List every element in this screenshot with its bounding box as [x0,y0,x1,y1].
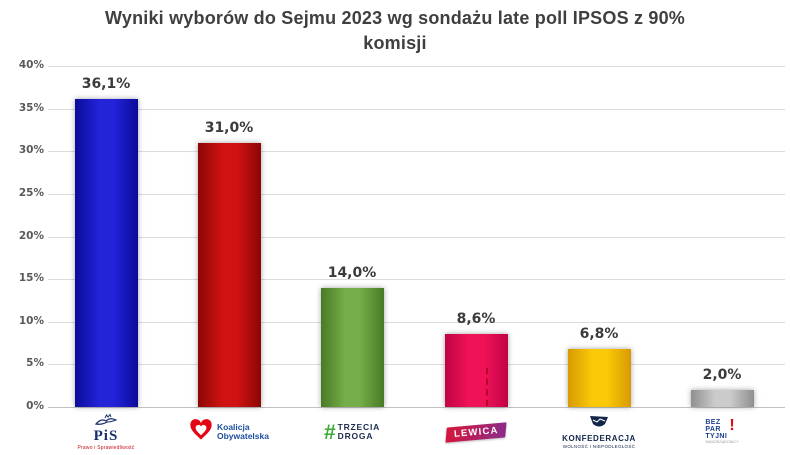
x-axis-logo-ko: Koalicja Obywatelska [169,410,289,454]
x-axis-logo-lewica: LEWICA [416,410,536,454]
bar-value-label-Trzecia Droga: 14,0% [327,265,377,281]
td-logo-text-line2: DROGA [337,431,374,441]
bez-logo-line1: BEZ [705,418,721,426]
konfederacja-eagle-icon [588,415,610,433]
lewica-logo-text: LEWICA [453,424,499,440]
bar-value-label-PiS: 36,1% [81,76,131,92]
gridline-35% [48,109,785,110]
gridline-30% [48,151,785,152]
pis-logo-subtext: Prawo i Sprawiedliwość [77,445,135,451]
bez-logo-line3: TYJNI [705,432,728,440]
lewica-banner: LEWICA [445,421,507,443]
hashtag-icon: # [323,420,336,444]
gridline-40% [48,66,785,67]
bar-Bezpartyjni Samorządowcy [690,390,754,407]
y-axis-label-35%: 35% [18,102,44,114]
bar-value-label-Konfederacja: 6,8% [579,326,619,342]
pis-logo-text: PiS [93,428,119,444]
bar-Koalicja Obywatelska [197,143,261,407]
y-axis-label-20%: 20% [18,230,44,242]
x-axis-logo-bezpartyjni: BEZ PAR TYJNI ! SAMORZĄDOWCY [662,410,782,454]
y-axis-label-5%: 5% [26,357,44,369]
y-axis-label-15%: 15% [18,272,44,284]
bez-exclamation-icon: ! [729,416,735,434]
y-axis-label-0%: 0% [26,400,44,412]
x-axis-logo-konfederacja: KONFEDERACJA WOLNOŚĆ I NIEPODLEGŁOŚĆ [539,410,659,454]
konfederacja-logo-subtext: WOLNOŚĆ I NIEPODLEGŁOŚĆ [562,443,636,449]
gridline-5% [48,364,785,365]
y-axis-label-10%: 10% [18,315,44,327]
bez-logo-line2: PAR [705,425,721,433]
x-axis-logo-pis: PiS Prawo i Sprawiedliwość [46,410,166,454]
pis-eagle-icon [93,413,119,430]
ko-heart-icon [189,418,213,446]
chart-title: Wyniki wyborów do Sejmu 2023 wg sondażu … [0,6,790,56]
y-axis-label-25%: 25% [18,187,44,199]
gridline-0% [48,407,785,408]
bar-Lewica [444,334,508,407]
bar-value-label-Koalicja Obywatelska: 31,0% [204,120,254,136]
ko-logo-text-line1: Koalicja [217,422,250,433]
lewica-dashed-artifact-line [486,368,488,406]
bar-value-label-Lewica: 8,6% [456,311,496,327]
gridline-10% [48,322,785,323]
chart-title-line2: komisji [363,33,427,53]
bar-Konfederacja [567,349,631,407]
gridline-20% [48,237,785,238]
gridline-15% [48,279,785,280]
td-logo-text-line1: TRZECIA [337,421,381,432]
x-axis-logo-trzecia-droga: # TRZECIA DROGA [292,410,412,454]
chart-title-line1: Wyniki wyborów do Sejmu 2023 wg sondażu … [105,8,685,28]
konfederacja-logo-text: KONFEDERACJA [562,434,636,443]
y-axis-label-40%: 40% [18,59,44,71]
bar-PiS [74,99,138,407]
y-axis-label-30%: 30% [18,144,44,156]
ko-logo-text-line2: Obywatelska [217,431,269,441]
bar-value-label-Bezpartyjni Samorządowcy: 2,0% [702,367,742,383]
gridline-25% [48,194,785,195]
bar-Trzecia Droga [320,288,384,407]
bez-logo-subtext: SAMORZĄDOWCY [705,440,739,445]
